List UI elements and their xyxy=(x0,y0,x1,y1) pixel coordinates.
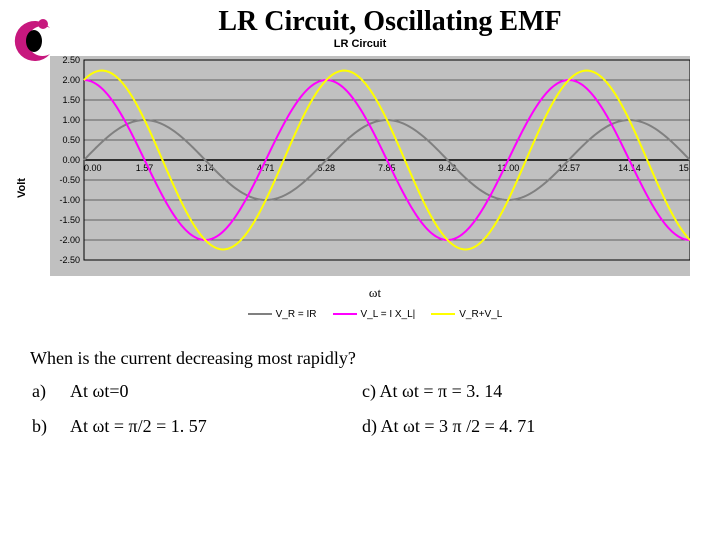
question-prompt: When is the current decreasing most rapi… xyxy=(30,344,690,373)
legend-label: V_R = IR xyxy=(276,309,317,320)
svg-text:-2.00: -2.00 xyxy=(59,235,80,245)
legend-item: V_L = I X_L| xyxy=(333,309,416,320)
legend-item: V_R+V_L xyxy=(431,309,502,320)
svg-text:0.00: 0.00 xyxy=(84,163,102,173)
option-text: At ωt=0 xyxy=(70,375,360,408)
svg-text:3.14: 3.14 xyxy=(196,163,214,173)
legend-swatch xyxy=(431,313,455,315)
svg-text:9.42: 9.42 xyxy=(439,163,457,173)
svg-text:0.00: 0.00 xyxy=(62,155,80,165)
svg-text:6.28: 6.28 xyxy=(317,163,335,173)
lr-circuit-chart: -2.50 -2.00 -1.50 -1.00 -0.50 0.00 0.50 1.00 1.5… xyxy=(50,56,690,276)
option-key: a) xyxy=(32,375,68,408)
page-title: LR Circuit, Oscillating EMF xyxy=(0,6,720,38)
svg-text:0.50: 0.50 xyxy=(62,135,80,145)
legend-item: V_R = IR xyxy=(248,309,317,320)
option-text: At ωt = π/2 = 1. 57 xyxy=(70,410,360,443)
svg-text:-1.00: -1.00 xyxy=(59,195,80,205)
y-axis-label: Volt xyxy=(16,178,28,198)
legend-swatch xyxy=(248,313,272,315)
svg-text:-1.50: -1.50 xyxy=(59,215,80,225)
legend-label: V_R+V_L xyxy=(459,309,502,320)
question-block: When is the current decreasing most rapi… xyxy=(30,344,690,444)
svg-text:-2.50: -2.50 xyxy=(59,255,80,265)
chart-legend: V_R = IR V_L = I X_L| V_R+V_L xyxy=(50,309,700,320)
legend-swatch xyxy=(333,313,357,315)
svg-text:1.00: 1.00 xyxy=(62,115,80,125)
svg-text:2.00: 2.00 xyxy=(62,75,80,85)
svg-text:11.00: 11.00 xyxy=(497,163,519,173)
svg-text:1.50: 1.50 xyxy=(62,95,80,105)
svg-text:14.14: 14.14 xyxy=(618,163,641,173)
option-key: b) xyxy=(32,410,68,443)
x-axis-label: ωt xyxy=(50,285,700,301)
option-text: d) At ωt = 3 π /2 = 4. 71 xyxy=(362,410,543,443)
question-options: a) At ωt=0 c) At ωt = π = 3. 14 b) At ωt… xyxy=(30,373,545,445)
svg-text:15.71: 15.71 xyxy=(679,163,690,173)
chart-subtitle: LR Circuit xyxy=(0,38,720,50)
option-text: c) At ωt = π = 3. 14 xyxy=(362,375,543,408)
chart-container: Volt -2.50-2.00-1.50-1.00-0.500.000.501.… xyxy=(50,56,700,320)
legend-label: V_L = I X_L| xyxy=(361,309,416,320)
svg-text:-0.50: -0.50 xyxy=(59,175,80,185)
svg-text:2.50: 2.50 xyxy=(62,56,80,65)
